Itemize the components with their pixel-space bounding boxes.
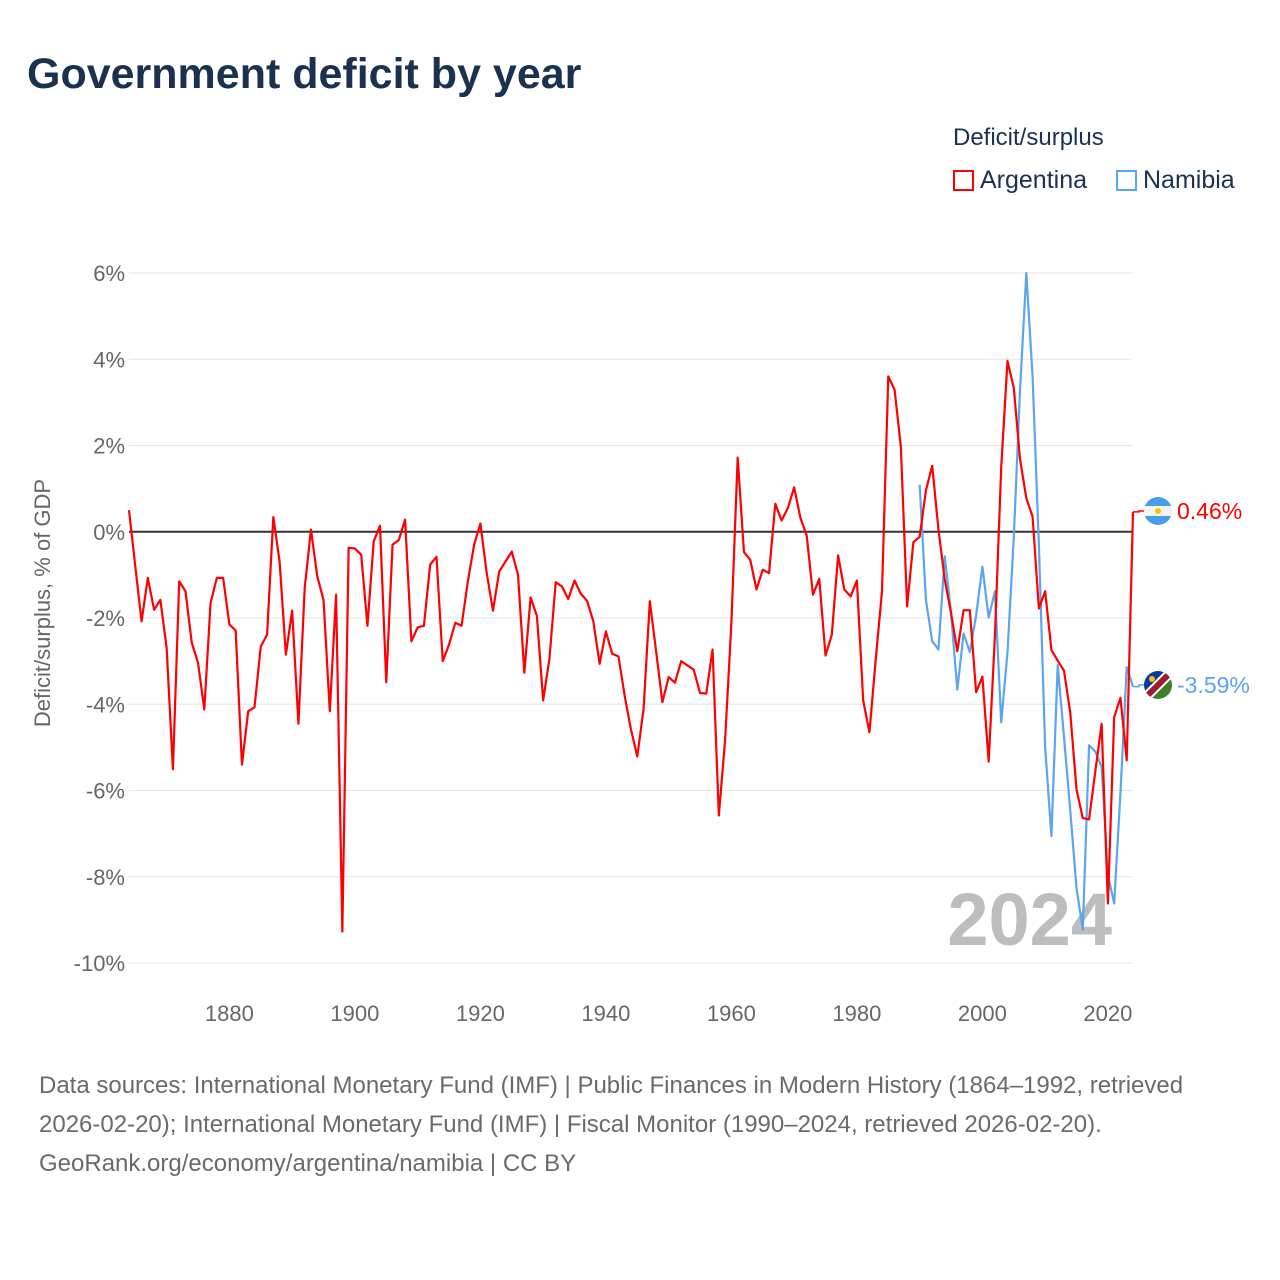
credit-link[interactable]: GeoRank.org/economy/argentina/namibia | …	[39, 1150, 577, 1177]
legend-swatch-namibia	[1116, 170, 1137, 191]
y-tick-label: -8%	[86, 865, 125, 890]
x-tick-label: 2000	[958, 1001, 1007, 1026]
argentina-flag-sun	[1155, 508, 1161, 514]
legend-label-argentina: Argentina	[980, 166, 1088, 194]
legend-item-namibia[interactable]: Namibia	[1116, 166, 1235, 195]
series-line-argentina	[127, 359, 1135, 933]
data-sources: Data sources: International Monetary Fun…	[39, 1072, 1184, 1138]
footer: Data sources: International Monetary Fun…	[39, 1066, 1249, 1183]
y-tick-label: 2%	[93, 434, 125, 459]
chart-title: Government deficit by year	[27, 50, 582, 98]
x-tick-label: 1980	[832, 1001, 881, 1026]
y-tick-label: 6%	[93, 261, 125, 286]
y-tick-label: 0%	[93, 520, 125, 545]
end-value-label-namibia: -3.59%	[1177, 672, 1250, 698]
end-label-connector	[1133, 510, 1145, 513]
y-axis-title: Deficit/surplus, % of GDP	[30, 479, 55, 727]
y-tick-label: -10%	[74, 951, 125, 976]
legend-title: Deficit/surplus	[953, 124, 1104, 151]
year-watermark: 2024	[947, 878, 1112, 961]
y-tick-label: -4%	[86, 692, 125, 717]
x-tick-label: 1960	[707, 1001, 756, 1026]
legend-label-namibia: Namibia	[1143, 166, 1235, 194]
series-line-namibia	[918, 271, 1135, 931]
namibia-flag-sun	[1149, 676, 1155, 682]
chart-area: 6% 4% 2% 0% -2% -4% -6% -8% -10% 1880 1900 1920 1940…	[30, 261, 1250, 1026]
x-tick-label: 2020	[1083, 1001, 1132, 1026]
x-tick-label: 1880	[205, 1001, 254, 1026]
x-tick-label: 1900	[330, 1001, 379, 1026]
y-tick-label: -2%	[86, 606, 125, 631]
y-tick-label: 4%	[93, 347, 125, 372]
namibia-flag-icon	[1144, 671, 1172, 699]
legend-swatch-argentina	[953, 170, 974, 191]
x-tick-label: 1940	[581, 1001, 630, 1026]
legend-item-argentina[interactable]: Argentina	[953, 166, 1087, 195]
end-label-connector	[1133, 684, 1145, 688]
x-tick-label: 1920	[456, 1001, 505, 1026]
y-tick-label: -6%	[86, 779, 125, 804]
end-value-label-argentina: 0.46%	[1177, 498, 1242, 524]
